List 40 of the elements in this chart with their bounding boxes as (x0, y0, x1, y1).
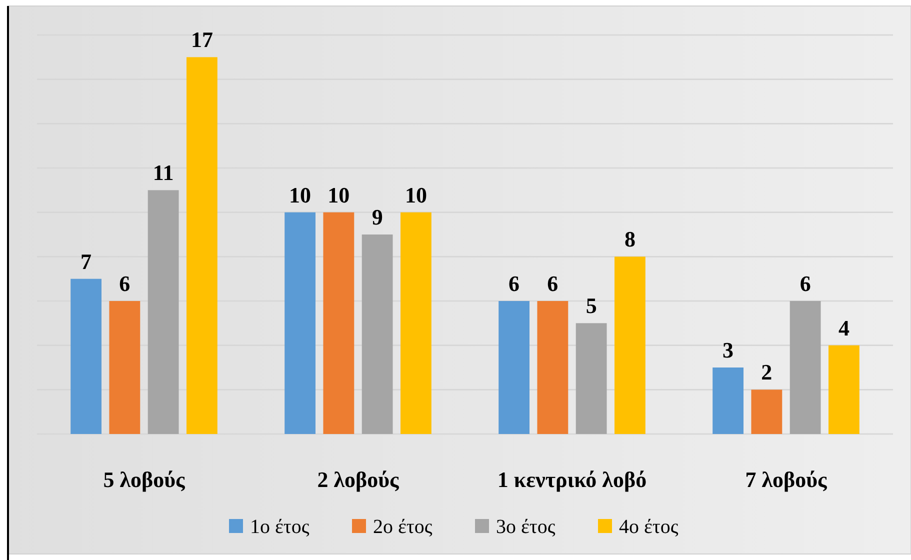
legend-label: 3ο έτος (496, 516, 556, 538)
bar (498, 301, 530, 434)
bar (614, 256, 646, 434)
data-label: 6 (119, 271, 130, 296)
data-label: 4 (838, 315, 850, 340)
x-tick-label: 2 λοβούς (317, 467, 400, 492)
data-label: 10 (328, 182, 350, 208)
data-label: 10 (289, 182, 312, 208)
bar (284, 212, 316, 434)
bar (400, 212, 432, 434)
data-label: 17 (190, 27, 213, 52)
data-label: 5 (586, 293, 597, 318)
x-tick-label: 1 κεντρικό λοβό (497, 467, 647, 492)
bar (712, 368, 744, 434)
data-label: 10 (404, 182, 427, 208)
bar (576, 323, 607, 434)
bar (828, 345, 860, 434)
data-label: 8 (624, 226, 636, 252)
x-tick-label: 5 λοβούς (103, 467, 186, 492)
data-label: 9 (372, 204, 383, 230)
bar (362, 234, 393, 434)
bar (537, 301, 568, 434)
data-label: 7 (80, 248, 92, 274)
bar (186, 57, 218, 434)
bar (323, 212, 354, 434)
bar (148, 190, 179, 434)
data-label: 6 (508, 271, 520, 296)
bar (109, 301, 140, 434)
data-label: 6 (800, 271, 811, 296)
data-label: 3 (722, 338, 734, 362)
bar (70, 278, 102, 434)
data-label: 11 (152, 160, 174, 186)
bar (790, 301, 821, 434)
bar (751, 390, 782, 434)
x-tick-label: 7 λοβούς (745, 467, 828, 492)
data-label: 6 (547, 271, 558, 296)
legend-label: 4ο έτος (619, 516, 678, 538)
legend-label: 2ο έτος (373, 516, 432, 538)
data-label: 2 (761, 360, 772, 385)
legend-label: 1ο έτος (250, 516, 310, 538)
